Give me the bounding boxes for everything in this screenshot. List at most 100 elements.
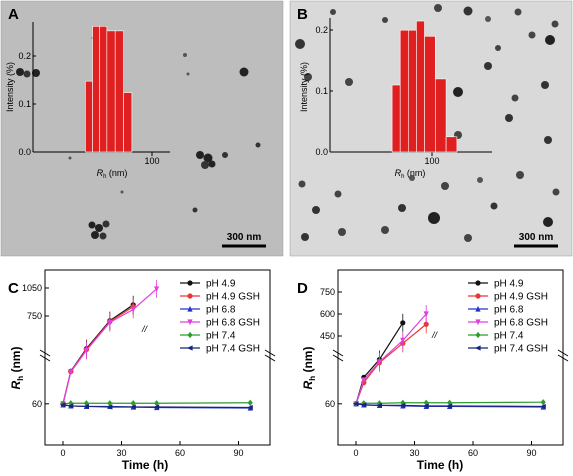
legend-c: pH 4.9 pH 4.9 GSH pH 6.8 pH 6.8 GSH pH 7.4 pH…	[180, 279, 260, 355]
hist-a-ytick-0: 0.0	[18, 147, 31, 157]
tem-particles-b	[295, 4, 560, 242]
data-point	[475, 293, 481, 299]
x-tick-label: 30	[409, 448, 419, 458]
data-point	[107, 319, 113, 326]
legend-label: pH 4.9	[494, 279, 524, 290]
axis-break-d	[332, 349, 569, 362]
data-point	[106, 404, 113, 410]
panel-label-b: B	[297, 6, 308, 23]
data-point	[400, 320, 406, 326]
scale-bar-label-b: 300 nm	[519, 232, 554, 243]
legend-label: pH 4.9 GSH	[206, 292, 260, 303]
x-tick-label: 0	[60, 448, 65, 458]
histogram-bar	[92, 25, 101, 153]
hist-a-ytick-2: 0.2	[18, 51, 31, 61]
y-axis-title-d: Rh (nm)	[301, 347, 317, 390]
series-line	[62, 306, 134, 404]
histogram-bar	[85, 80, 93, 153]
data-point	[130, 404, 136, 410]
legend-label: pH 6.8 GSH	[206, 318, 260, 329]
data-point	[186, 345, 193, 351]
hist-a-ytick-1: 0.1	[18, 99, 31, 109]
panel-c: C Time (h) Rh (nm) 0 30 60 90 60 750 1050 pH 4…	[8, 269, 276, 472]
y-axis-title-c: Rh (nm)	[9, 347, 25, 390]
data-point	[187, 280, 193, 286]
data-point	[352, 401, 359, 407]
data-point	[83, 347, 89, 354]
histogram-bar	[99, 25, 108, 153]
data-point	[83, 403, 89, 410]
data-point	[107, 400, 113, 407]
data-point	[187, 305, 193, 312]
histogram-bar	[434, 78, 447, 153]
data-point	[447, 399, 453, 406]
histogram-bar	[106, 30, 116, 153]
legend-d: pH 4.9 pH 4.9 GSH pH 6.8 pH 6.8 GSH pH 7.4 pH…	[468, 279, 548, 355]
data-point	[376, 400, 382, 407]
histogram-bar	[424, 35, 436, 153]
data-point	[187, 331, 193, 339]
data-point	[187, 319, 193, 326]
hist-b-xlabel: Rh (nm)	[395, 168, 426, 180]
data-point	[247, 404, 253, 411]
x-tick-label: 30	[116, 448, 126, 458]
legend-label: pH 6.8 GSH	[494, 318, 548, 329]
data-point	[360, 402, 367, 408]
hist-b-xtick-0: 100	[424, 156, 439, 166]
data-point	[154, 286, 160, 293]
y-tick-label: 450	[320, 331, 335, 341]
panel-label-c: C	[8, 280, 19, 297]
legend-label: pH 4.9 GSH	[494, 292, 548, 303]
panel-b: B 300 nm 0.0 0.1 0.2 100 Intensity (%) R…	[289, 0, 573, 257]
y-tick-label: 60	[32, 399, 42, 409]
break-mark-d: //	[431, 330, 439, 340]
histogram-bar	[123, 92, 133, 153]
y-tick-label: 1050	[22, 283, 42, 293]
hist-b-ylabel: Intensity (%)	[299, 62, 309, 112]
data-point	[475, 331, 481, 339]
data-point	[399, 402, 406, 408]
scale-bar-label-a: 300 nm	[227, 232, 262, 243]
legend-label: pH 7.4	[494, 331, 524, 342]
panel-a: A 300 nm 0.0 0.1 0.2 100 Intensity (%) R…	[0, 0, 284, 257]
data-point	[68, 400, 74, 407]
data-point	[400, 399, 406, 406]
data-point	[130, 306, 136, 313]
panel-d: D Time (h) Rh (nm) 0 30 60 90 60 450 600 750 pH…	[297, 269, 569, 472]
series-line	[62, 304, 134, 404]
y-tick-label: 60	[325, 399, 335, 409]
y-tick-label: 600	[320, 309, 335, 319]
x-tick-label: 90	[526, 448, 536, 458]
data-point	[446, 403, 453, 409]
data-point	[154, 400, 160, 407]
data-point	[83, 400, 89, 407]
data-point	[423, 399, 429, 406]
tem-particles-a	[16, 36, 261, 240]
histogram-bar	[416, 20, 425, 153]
x-tick-label: 0	[353, 448, 358, 458]
data-point	[68, 369, 74, 376]
data-point	[376, 359, 382, 365]
data-point	[361, 400, 367, 407]
data-point	[475, 305, 481, 312]
data-point	[540, 403, 546, 410]
histogram-bar	[445, 136, 458, 153]
data-point	[187, 293, 193, 299]
hist-a-xtick-0: 100	[144, 156, 159, 166]
legend-label: pH 6.8	[494, 305, 524, 316]
panel-label-a: A	[8, 6, 19, 23]
data-point	[130, 400, 136, 407]
break-mark-c: //	[141, 324, 149, 334]
histogram-bar	[407, 29, 417, 153]
histogram-bar	[114, 30, 124, 153]
histogram-bar	[391, 84, 401, 153]
data-point	[423, 311, 429, 318]
data-point	[361, 377, 367, 384]
axis-break-c	[39, 349, 276, 362]
data-point	[423, 321, 429, 327]
data-point	[423, 403, 429, 409]
x-axis-title-c: Time (h)	[122, 458, 168, 472]
x-tick-label: 60	[468, 448, 478, 458]
y-tick-label: 750	[320, 287, 335, 297]
data-point	[475, 319, 481, 326]
